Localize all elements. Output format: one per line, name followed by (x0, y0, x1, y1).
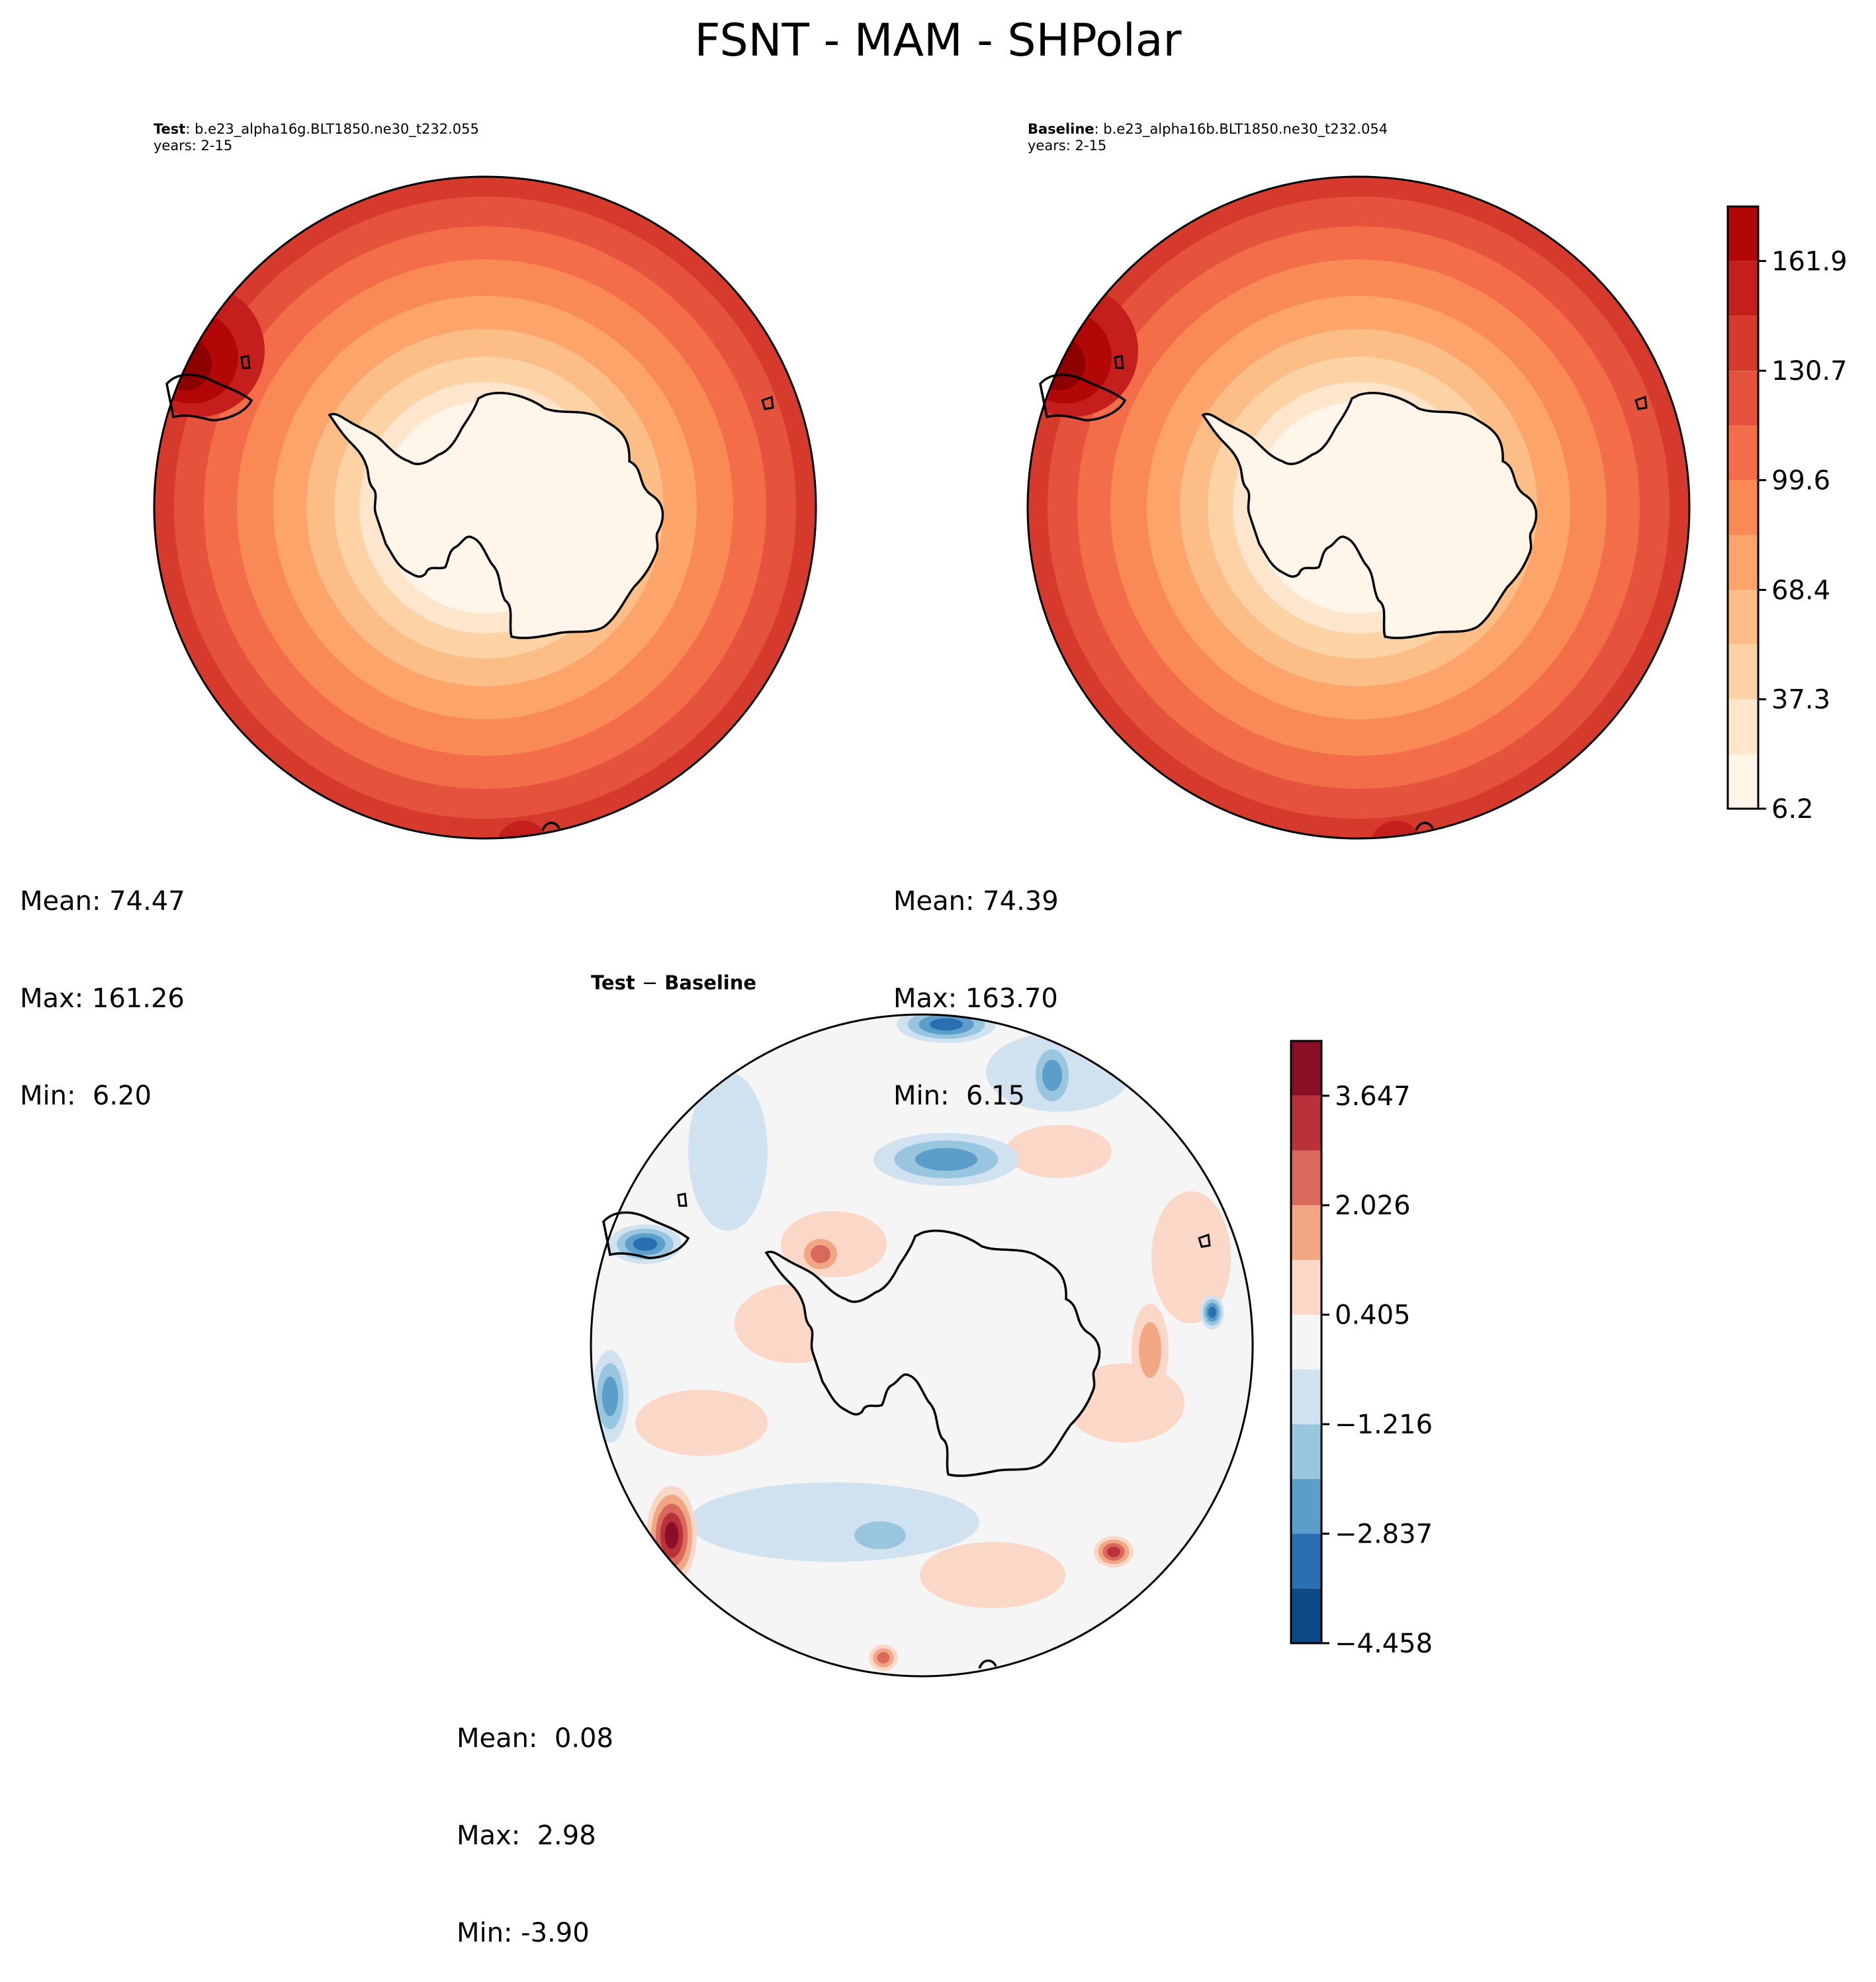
diff-label-test: Test (591, 971, 635, 994)
diff-island-right (1198, 1233, 1211, 1248)
diff-anomaly-neg-upper-center (915, 1148, 978, 1171)
diff-colorbar-frame (1290, 1040, 1323, 1644)
diff-colorbar-tick-label: −1.216 (1335, 1410, 1433, 1440)
abs-colorbar-bin (1728, 699, 1758, 754)
diff-map (590, 1013, 1254, 1678)
diff-anomaly-pos-lower-left (664, 1521, 679, 1549)
diff-anomaly-neg-upper-right (1042, 1059, 1062, 1091)
diff-min: Min: -3.90 (457, 1918, 590, 1948)
diff-south-america-tip (602, 1211, 690, 1259)
diff-feature-layer (592, 1014, 1224, 1671)
baseline-case-name: b.e23_alpha16b.BLT1850.ne30_t232.054 (1103, 121, 1388, 137)
abs-colorbar-tick-label: 99.6 (1771, 466, 1830, 496)
baseline-island-right (1634, 395, 1648, 410)
diff-anomaly-pos-near-peninsula (811, 1245, 830, 1263)
diff-colorbar-tick-label: −2.837 (1335, 1519, 1433, 1550)
diff-anomaly-neg-left-edge (602, 1376, 618, 1416)
test-map (153, 175, 817, 840)
diff-anomaly-neg-left-peninsula (633, 1238, 658, 1251)
diff-colorbar-bin (1291, 1588, 1321, 1643)
test-label: Test (154, 121, 186, 137)
test-case-name: b.e23_alpha16g.BLT1850.ne30_t232.055 (195, 121, 479, 137)
diff-island-left (677, 1193, 688, 1207)
abs-colorbar-bin (1728, 644, 1758, 699)
test-panel-title: Test: b.e23_alpha16g.BLT1850.ne30_t232.0… (154, 121, 479, 154)
abs-colorbar-bin (1728, 535, 1758, 590)
test-south-america-tip (165, 373, 253, 422)
abs-colorbar-bin (1728, 206, 1758, 261)
diff-mean: Mean: 0.08 (457, 1723, 613, 1754)
abs-colorbar-tick-label: 130.7 (1771, 356, 1848, 386)
abs-colorbar-bin (1728, 316, 1758, 371)
diff-colorbar-bin (1291, 1095, 1321, 1151)
test-max: Max: 161.26 (20, 983, 185, 1014)
diff-anomaly-pos-lower-right (1107, 1547, 1120, 1557)
abs-colorbar-bin (1728, 480, 1758, 535)
abs-colorbar-bin (1728, 754, 1758, 809)
figure-title: FSNT - MAM - SHPolar (694, 15, 1182, 67)
diff-colorbar-bin (1291, 1369, 1321, 1425)
diff-colorbar-bin (1291, 1041, 1321, 1096)
diff-anomaly-neg-lower-center (854, 1521, 906, 1549)
abs-colorbar-tick-label: 37.3 (1771, 685, 1830, 715)
baseline-island-left (1114, 355, 1124, 369)
difference-colorbar: −4.458 −2.837 −1.216 0.405 2.026 3.647 (1290, 1040, 1433, 1659)
baseline-years: years: 2-15 (1028, 138, 1107, 154)
test-min: Min: 6.20 (20, 1081, 152, 1111)
diff-colorbar-tick-label: 3.647 (1335, 1081, 1411, 1112)
diff-colorbar-bin (1291, 1314, 1321, 1370)
baseline-max: Max: 163.70 (893, 983, 1058, 1014)
abs-colorbar-tick-label: 6.2 (1771, 794, 1814, 825)
baseline-min: Min: 6.15 (893, 1081, 1025, 1111)
diff-colorbar-bin (1291, 1205, 1321, 1260)
diff-anomaly-neg-top-edge (930, 1018, 963, 1031)
baseline-label: Baseline (1028, 121, 1094, 137)
baseline-panel-title: Baseline: b.e23_alpha16b.BLT1850.ne30_t2… (1028, 121, 1388, 154)
baseline-island-bottom (1415, 821, 1434, 831)
test-mean: Mean: 74.47 (20, 886, 185, 917)
figure-canvas: 6.2 37.3 68.4 99.6 130.7 161.9 −4.458 −2.837 −1… (153, 175, 1848, 1678)
abs-colorbar-tick-label: 68.4 (1771, 575, 1830, 606)
test-map-boundary (153, 175, 817, 840)
abs-colorbar-bin (1728, 590, 1758, 645)
baseline-stats: Mean: 74.39 Max: 163.70 Min: 6.15 (893, 821, 1059, 1145)
diff-minus: − (641, 971, 658, 994)
test-island-right (761, 395, 774, 410)
diff-anomaly-pos-bottom (877, 1652, 890, 1664)
test-stats: Mean: 74.47 Max: 161.26 Min: 6.20 (20, 821, 185, 1145)
test-island-bottom (541, 821, 560, 831)
diff-colorbar-bin (1291, 1478, 1321, 1534)
diff-colorbar-tick-label: −4.458 (1335, 1629, 1433, 1659)
diff-colorbar-tick-label: 2.026 (1335, 1191, 1411, 1221)
diff-label-baseline: Baseline (664, 971, 757, 994)
diff-colorbar-bin (1291, 1424, 1321, 1479)
diff-max: Max: 2.98 (457, 1821, 596, 1851)
abs-colorbar-bin (1728, 426, 1758, 480)
absolute-colorbar: 6.2 37.3 68.4 99.6 130.7 161.9 (1726, 205, 1848, 825)
diff-colorbar-bin (1291, 1150, 1321, 1206)
diff-colorbar-tick-label: 0.405 (1335, 1300, 1411, 1331)
abs-colorbar-frame (1726, 205, 1760, 810)
diff-anomaly-neg-right-spot (1208, 1306, 1216, 1318)
test-island-left (240, 355, 251, 369)
diff-colorbar-bin (1291, 1533, 1321, 1589)
diff-panel-title: Test − Baseline (591, 971, 756, 994)
diff-colorbar-bin (1291, 1259, 1321, 1315)
baseline-map-boundary (1026, 175, 1691, 840)
baseline-mean: Mean: 74.39 (893, 886, 1059, 917)
baseline-map (1026, 175, 1691, 840)
diff-map-boundary (590, 1013, 1254, 1678)
diff-anomaly-pos-right-band (1139, 1322, 1161, 1378)
baseline-south-america-tip (1039, 373, 1127, 422)
abs-colorbar-tick-label: 161.9 (1771, 246, 1848, 277)
abs-colorbar-bin (1728, 261, 1758, 316)
diff-island-bottom (978, 1659, 997, 1669)
test-years: years: 2-15 (154, 138, 233, 154)
diff-stats: Mean: 0.08 Max: 2.98 Min: -3.90 (457, 1658, 613, 1982)
abs-colorbar-bin (1728, 371, 1758, 426)
